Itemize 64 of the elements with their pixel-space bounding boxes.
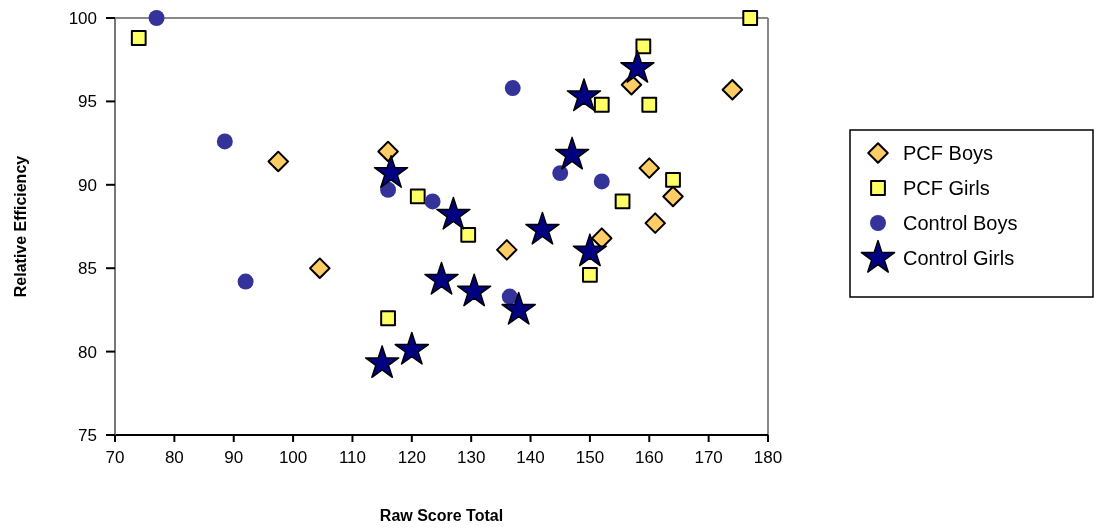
- point: [593, 96, 610, 113]
- y-tick-label: 95: [78, 92, 97, 112]
- point: [130, 30, 147, 46]
- point: [638, 157, 661, 179]
- point: [742, 10, 759, 26]
- point: [572, 233, 608, 267]
- y-tick-label: 100: [68, 9, 97, 28]
- point: [620, 49, 655, 83]
- point: [496, 239, 518, 261]
- legend-label: PCF Girls: [903, 177, 990, 199]
- point: [614, 193, 631, 210]
- y-tick-label: 80: [78, 342, 97, 362]
- x-tick-label: 130: [456, 448, 486, 467]
- point: [377, 140, 399, 163]
- point: [267, 150, 289, 173]
- point: [424, 193, 441, 210]
- point: [409, 188, 426, 205]
- point: [582, 266, 598, 283]
- y-axis-title: Relative Efficiency: [12, 155, 29, 298]
- point: [554, 136, 590, 170]
- x-tick-label: 170: [694, 448, 723, 467]
- x-tick-label: 160: [635, 448, 664, 467]
- point: [394, 331, 430, 365]
- x-tick-label: 150: [575, 448, 605, 467]
- point: [721, 78, 744, 101]
- point: [364, 345, 400, 379]
- point: [380, 181, 397, 198]
- point: [593, 173, 610, 190]
- x-tick-label: 180: [753, 448, 783, 467]
- x-tick-label: 80: [164, 448, 184, 467]
- point: [148, 10, 165, 26]
- x-tick-label: 140: [516, 448, 545, 467]
- point: [501, 291, 536, 325]
- point: [665, 171, 681, 188]
- y-tick-label: 75: [78, 426, 97, 445]
- legend-label: Control Girls: [903, 247, 1015, 269]
- point: [644, 212, 666, 234]
- point: [635, 38, 652, 55]
- point: [525, 211, 560, 245]
- point: [237, 273, 254, 290]
- x-tick-label: 110: [338, 448, 367, 467]
- x-axis-title: Raw Score Total: [379, 507, 504, 524]
- point: [436, 196, 471, 230]
- point: [501, 288, 518, 305]
- point: [380, 310, 396, 327]
- point: [552, 165, 569, 182]
- x-tick-label: 120: [397, 448, 427, 467]
- point: [662, 185, 684, 208]
- x-tick-label: 90: [224, 448, 244, 467]
- y-tick-label: 85: [78, 259, 97, 279]
- point: [424, 261, 459, 295]
- point: [460, 226, 477, 243]
- legend-label: Control Boys: [903, 212, 1018, 234]
- point: [309, 257, 331, 279]
- point: [216, 133, 233, 150]
- point: [566, 78, 602, 112]
- point: [456, 273, 492, 307]
- point: [373, 154, 409, 188]
- point: [641, 96, 658, 113]
- x-tick-label: 100: [278, 448, 308, 467]
- point: [504, 80, 521, 97]
- legend-label: PCF Boys: [903, 142, 994, 164]
- x-tick-label: 70: [105, 448, 125, 467]
- y-tick-label: 90: [78, 175, 97, 195]
